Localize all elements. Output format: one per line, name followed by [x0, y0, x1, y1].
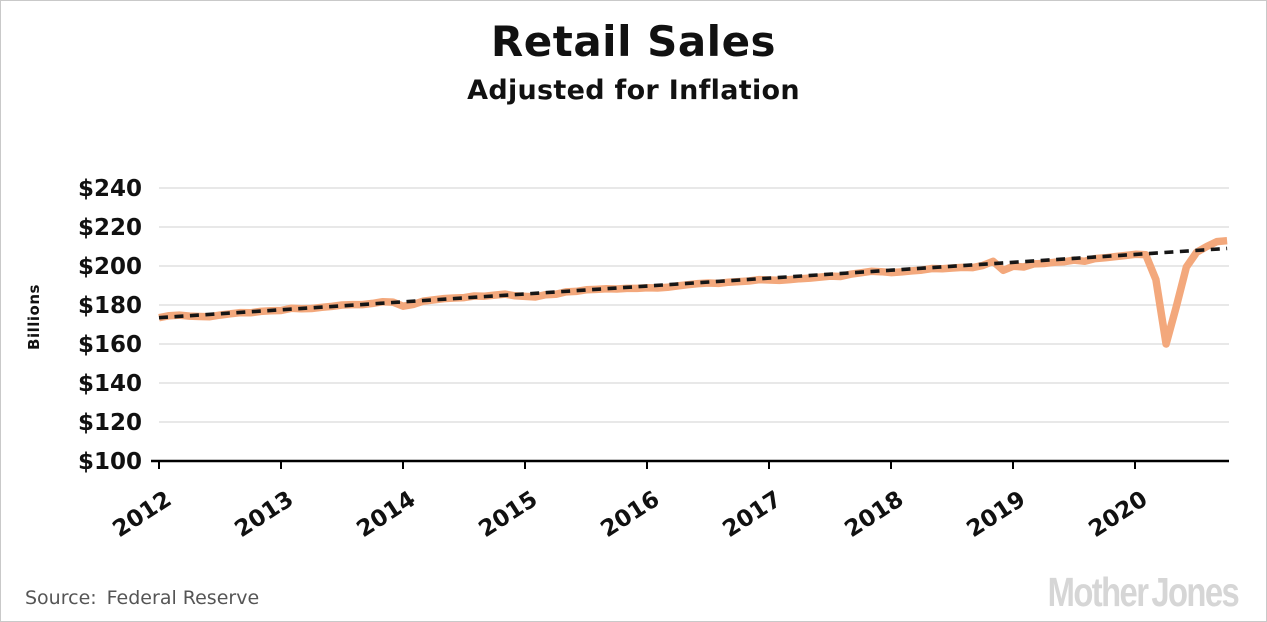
y-tick-label: $120 [78, 410, 142, 436]
x-tick-label: 2012 [108, 486, 176, 543]
y-tick-label: $180 [78, 293, 142, 319]
chart-title: Retail Sales [490, 17, 777, 66]
y-tick-label: $100 [78, 449, 142, 475]
y-axis-title: Billions [25, 284, 43, 350]
logo-word-mother: Mother [1047, 569, 1148, 615]
retail-sales-series-line [158, 236, 1228, 348]
x-tick-label: 2016 [596, 486, 664, 543]
mother-jones-logo: Mother Jones [1047, 569, 1239, 616]
source-label: Source: [25, 587, 97, 609]
source-value: Federal Reserve [106, 587, 260, 609]
trend-dashed-line [158, 246, 1228, 320]
logo-word-jones: Jones [1151, 569, 1239, 615]
y-tick-label: $220 [78, 215, 142, 241]
x-tick-label: 2017 [718, 486, 786, 543]
x-tick-label: 2015 [474, 486, 542, 543]
y-tick-label: $140 [78, 371, 142, 397]
x-tick-label: 2019 [962, 486, 1030, 543]
x-tick-label: 2018 [840, 486, 908, 543]
y-tick-label: $240 [78, 176, 142, 202]
x-tick-label: 2014 [352, 486, 420, 543]
chart-subtitle: Adjusted for Inflation [467, 75, 800, 106]
y-tick-label: $160 [78, 332, 142, 358]
x-tick-label: 2020 [1084, 486, 1152, 543]
x-tick-label: 2013 [230, 486, 298, 543]
source-note: Source: Federal Reserve [25, 587, 259, 609]
y-tick-label: $200 [78, 254, 142, 280]
